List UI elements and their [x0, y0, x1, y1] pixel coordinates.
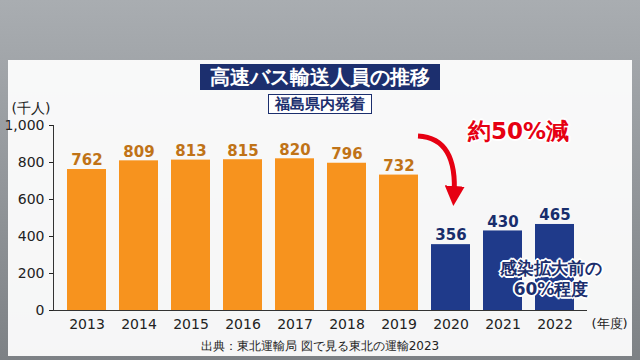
html-text:出典：東北運輸局 図で見る東北の運輸2023: 出典：東北運輸局 図で見る東北の運輸2023 — [200, 339, 440, 353]
svg-text:2022: 2022 — [537, 316, 573, 332]
svg-text:2014: 2014 — [121, 316, 157, 332]
svg-text:200: 200 — [18, 265, 45, 281]
svg-text:(千人): (千人) — [12, 100, 51, 116]
svg-text:2020: 2020 — [433, 316, 469, 332]
svg-text:732: 732 — [383, 157, 414, 175]
svg-text:(年度): (年度) — [592, 316, 628, 331]
svg-text:465: 465 — [539, 206, 570, 224]
svg-text:796: 796 — [331, 145, 362, 163]
svg-text:762: 762 — [71, 151, 102, 169]
svg-text:809: 809 — [123, 143, 154, 161]
svg-text:813: 813 — [175, 142, 206, 160]
svg-text:2018: 2018 — [329, 316, 365, 332]
svg-text:2017: 2017 — [277, 316, 313, 332]
svg-text:0: 0 — [36, 302, 45, 318]
svg-text:2016: 2016 — [225, 316, 261, 332]
svg-text:400: 400 — [18, 228, 45, 244]
svg-text:815: 815 — [227, 142, 258, 160]
html-text:福島県内発着: 福島県内発着 — [275, 95, 365, 113]
svg-text:2015: 2015 — [173, 316, 209, 332]
html-text:高速バス輸送人員の推移: 高速バス輸送人員の推移 — [210, 65, 430, 89]
svg-text:2013: 2013 — [69, 316, 105, 332]
svg-text:1,000: 1,000 — [4, 117, 44, 133]
svg-text:2021: 2021 — [485, 316, 521, 332]
svg-text:600: 600 — [18, 191, 45, 207]
html-text:約50%減: 約50%減 — [468, 118, 570, 144]
html-text:感染拡大前の60%程度: 感染拡大前の60%程度 — [500, 258, 602, 299]
svg-text:430: 430 — [487, 213, 518, 231]
svg-text:356: 356 — [435, 226, 466, 244]
svg-text:800: 800 — [18, 154, 45, 170]
svg-text:2019: 2019 — [381, 316, 417, 332]
svg-text:820: 820 — [279, 141, 310, 159]
